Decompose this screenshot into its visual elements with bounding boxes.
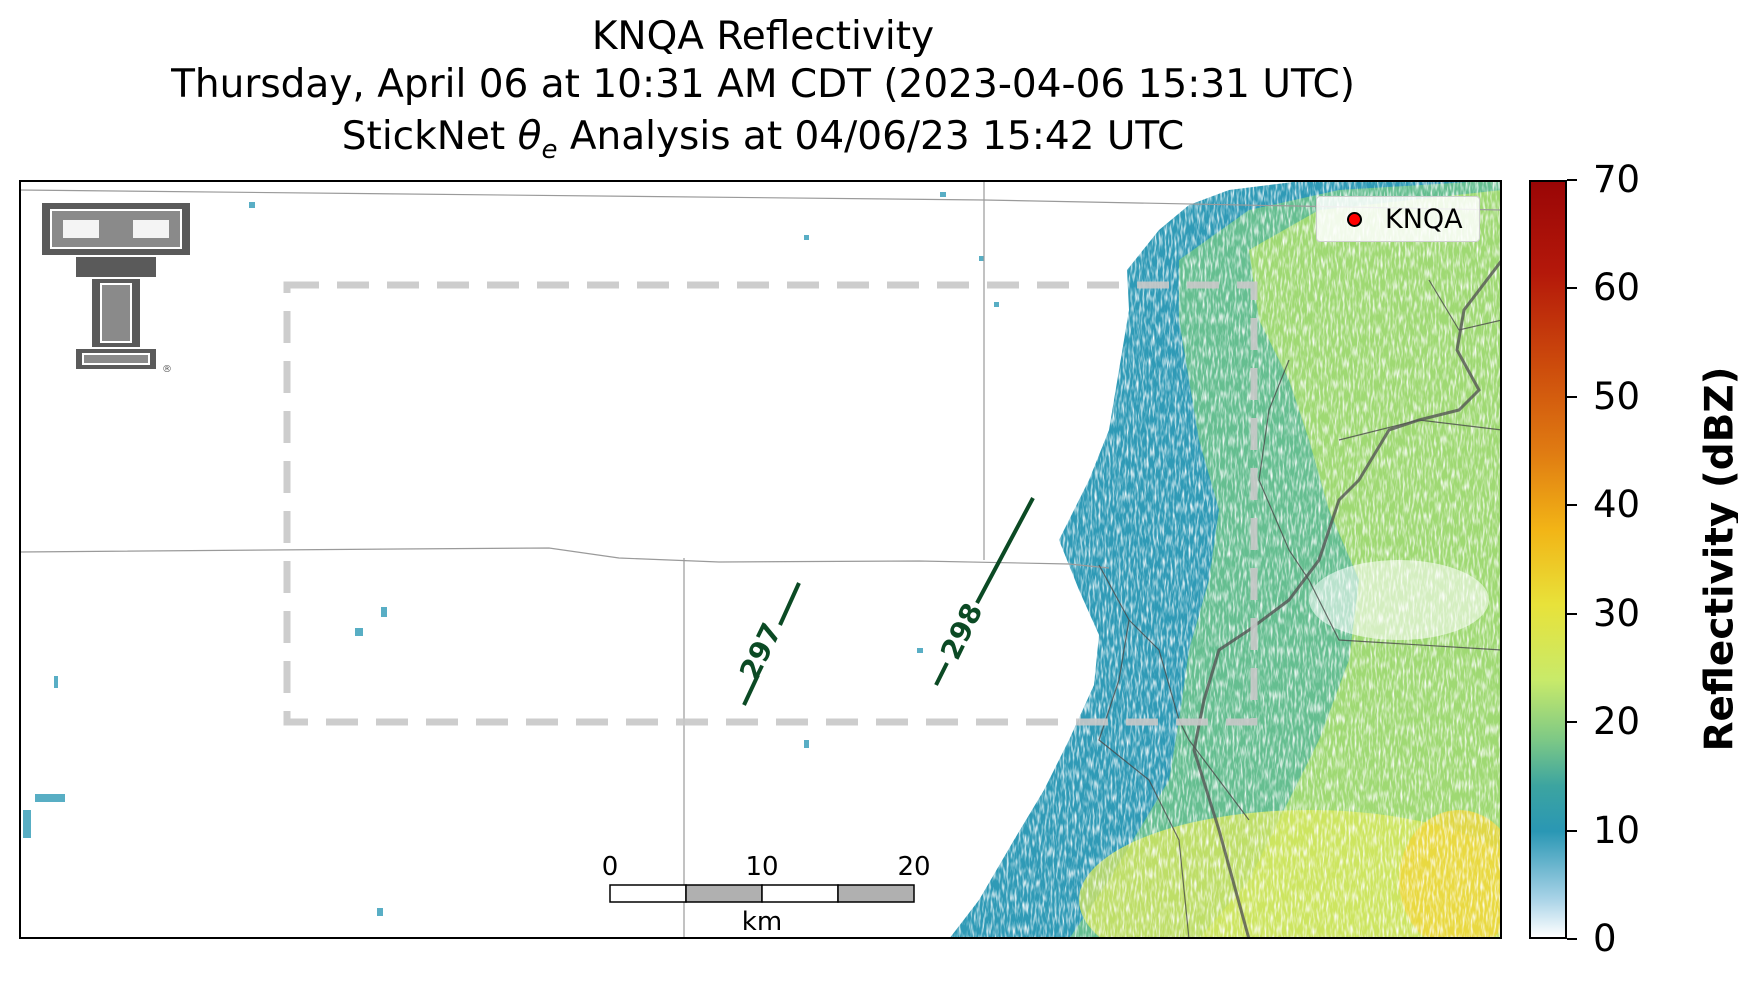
plot-subtitle-analysis: StickNet θe Analysis at 04/06/23 15:42 U… (341, 114, 1185, 165)
contour-297-line-upper (778, 582, 801, 626)
scale-tick-20: 20 (897, 852, 930, 882)
colorbar (1529, 180, 1567, 939)
plot-title: KNQA Reflectivity (591, 14, 935, 59)
colorbar-tick-label: 40 (1593, 483, 1641, 527)
scale-bar: 0 10 20 km (602, 852, 931, 937)
radar-map: 297 298 0 10 20 km ® (19, 180, 1502, 939)
scale-tick-10: 10 (745, 852, 778, 882)
theta-e-contours (742, 497, 1035, 706)
map-legend: KNQA (1316, 196, 1480, 242)
colorbar-tick-mark (1567, 395, 1577, 398)
registered-mark: ® (162, 364, 172, 375)
colorbar-tick-label: 0 (1593, 917, 1617, 960)
colorbar-tick-label: 20 (1593, 700, 1641, 744)
colorbar-tick-mark (1567, 287, 1577, 290)
colorbar-tick-label: 10 (1593, 808, 1641, 852)
scale-tick-0: 0 (602, 852, 619, 882)
contour-298-line-lower (934, 662, 949, 686)
colorbar-tick-mark (1567, 938, 1577, 940)
colorbar-tick-label: 30 (1593, 591, 1641, 635)
radar-site-marker-icon (1347, 212, 1362, 227)
colorbar-tick-mark (1567, 612, 1577, 615)
colorbar-tick-mark (1567, 504, 1577, 507)
scale-unit: km (742, 907, 782, 937)
reflectivity-field (23, 180, 1502, 939)
colorbar-tick-mark (1567, 721, 1577, 724)
contour-298-line-upper (975, 497, 1035, 604)
plot-subtitle-time: Thursday, April 06 at 10:31 AM CDT (2023… (171, 62, 1355, 107)
contour-297-line-lower (742, 674, 760, 706)
highway-line (1192, 259, 1502, 939)
colorbar-tick-label: 70 (1593, 158, 1641, 201)
contour-label-297: 297 (733, 618, 788, 685)
legend-label: KNQA (1385, 204, 1463, 235)
double-T-logo: ® (40, 201, 192, 375)
colorbar-tick-label: 50 (1593, 374, 1641, 418)
colorbar-tick-mark (1567, 829, 1577, 832)
colorbar-tick-label: 60 (1593, 266, 1641, 310)
colorbar-label: Reflectivity (dBZ) (1697, 366, 1738, 752)
colorbar-tick-mark (1567, 179, 1577, 181)
